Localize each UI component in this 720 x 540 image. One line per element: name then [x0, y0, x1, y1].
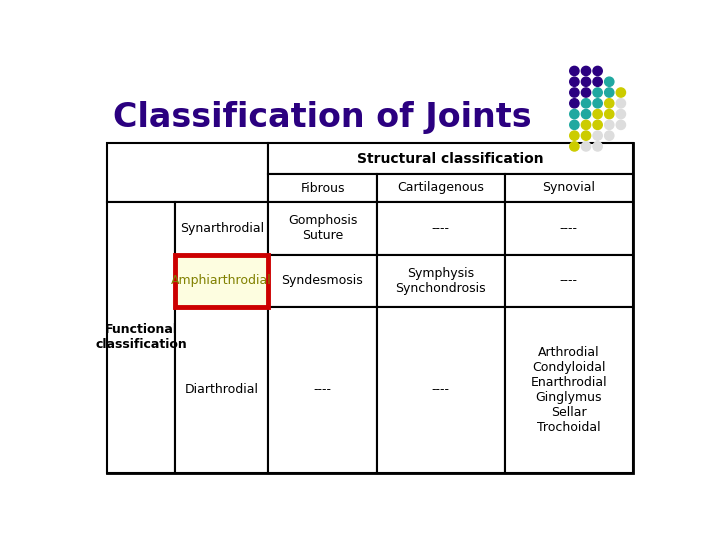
- Bar: [505, 202, 632, 255]
- Circle shape: [616, 120, 626, 130]
- Text: Synarthrodial: Synarthrodial: [180, 222, 264, 235]
- Bar: [175, 202, 269, 255]
- Circle shape: [570, 120, 579, 130]
- Circle shape: [581, 99, 590, 108]
- Text: Gomphosis
Suture: Gomphosis Suture: [288, 214, 357, 242]
- Bar: [505, 307, 632, 473]
- Circle shape: [581, 120, 590, 130]
- Circle shape: [581, 66, 590, 76]
- Bar: [107, 143, 632, 473]
- Bar: [107, 202, 175, 473]
- Bar: [269, 255, 377, 307]
- Text: Structural classification: Structural classification: [357, 152, 544, 166]
- Text: Classification of Joints: Classification of Joints: [113, 100, 532, 134]
- Text: ----: ----: [559, 222, 577, 235]
- Text: ----: ----: [432, 222, 450, 235]
- Text: Fibrous: Fibrous: [300, 181, 345, 194]
- Bar: [107, 143, 269, 202]
- Circle shape: [581, 142, 590, 151]
- Bar: [269, 202, 377, 255]
- Circle shape: [581, 88, 590, 97]
- Circle shape: [570, 77, 579, 86]
- Bar: [505, 255, 632, 307]
- Circle shape: [593, 77, 602, 86]
- Circle shape: [605, 77, 614, 86]
- Circle shape: [570, 142, 579, 151]
- Bar: [175, 307, 269, 473]
- Text: Diarthrodial: Diarthrodial: [185, 383, 258, 396]
- Circle shape: [581, 77, 590, 86]
- Text: ----: ----: [432, 383, 450, 396]
- Circle shape: [593, 120, 602, 130]
- Bar: [175, 255, 269, 307]
- Circle shape: [605, 131, 614, 140]
- Bar: [377, 255, 505, 307]
- Bar: [269, 174, 377, 202]
- Text: Arthrodial
Condyloidal
Enarthrodial
Ginglymus
Sellar
Trochoidal: Arthrodial Condyloidal Enarthrodial Ging…: [530, 346, 607, 434]
- Circle shape: [593, 88, 602, 97]
- Bar: [269, 143, 632, 174]
- Bar: [269, 307, 377, 473]
- Circle shape: [570, 66, 579, 76]
- Bar: [377, 174, 505, 202]
- Circle shape: [616, 88, 626, 97]
- Text: ----: ----: [313, 383, 331, 396]
- Text: Symphysis
Synchondrosis: Symphysis Synchondrosis: [395, 267, 486, 295]
- Bar: [505, 174, 632, 202]
- Circle shape: [593, 110, 602, 119]
- Circle shape: [605, 110, 614, 119]
- Circle shape: [616, 99, 626, 108]
- Circle shape: [581, 131, 590, 140]
- Circle shape: [570, 99, 579, 108]
- Circle shape: [605, 88, 614, 97]
- Text: Amphiarthrodial: Amphiarthrodial: [171, 274, 272, 287]
- Circle shape: [570, 88, 579, 97]
- Circle shape: [593, 99, 602, 108]
- Circle shape: [605, 120, 614, 130]
- Bar: [377, 307, 505, 473]
- Text: Cartilagenous: Cartilagenous: [397, 181, 484, 194]
- Circle shape: [616, 110, 626, 119]
- Text: Synovial: Synovial: [542, 181, 595, 194]
- Circle shape: [593, 131, 602, 140]
- Circle shape: [570, 131, 579, 140]
- Bar: [377, 202, 505, 255]
- Text: Functional
classification: Functional classification: [95, 323, 187, 352]
- Text: Syndesmosis: Syndesmosis: [282, 274, 364, 287]
- Text: ----: ----: [559, 274, 577, 287]
- Circle shape: [593, 66, 602, 76]
- Circle shape: [581, 110, 590, 119]
- Circle shape: [593, 142, 602, 151]
- Circle shape: [605, 99, 614, 108]
- Circle shape: [570, 110, 579, 119]
